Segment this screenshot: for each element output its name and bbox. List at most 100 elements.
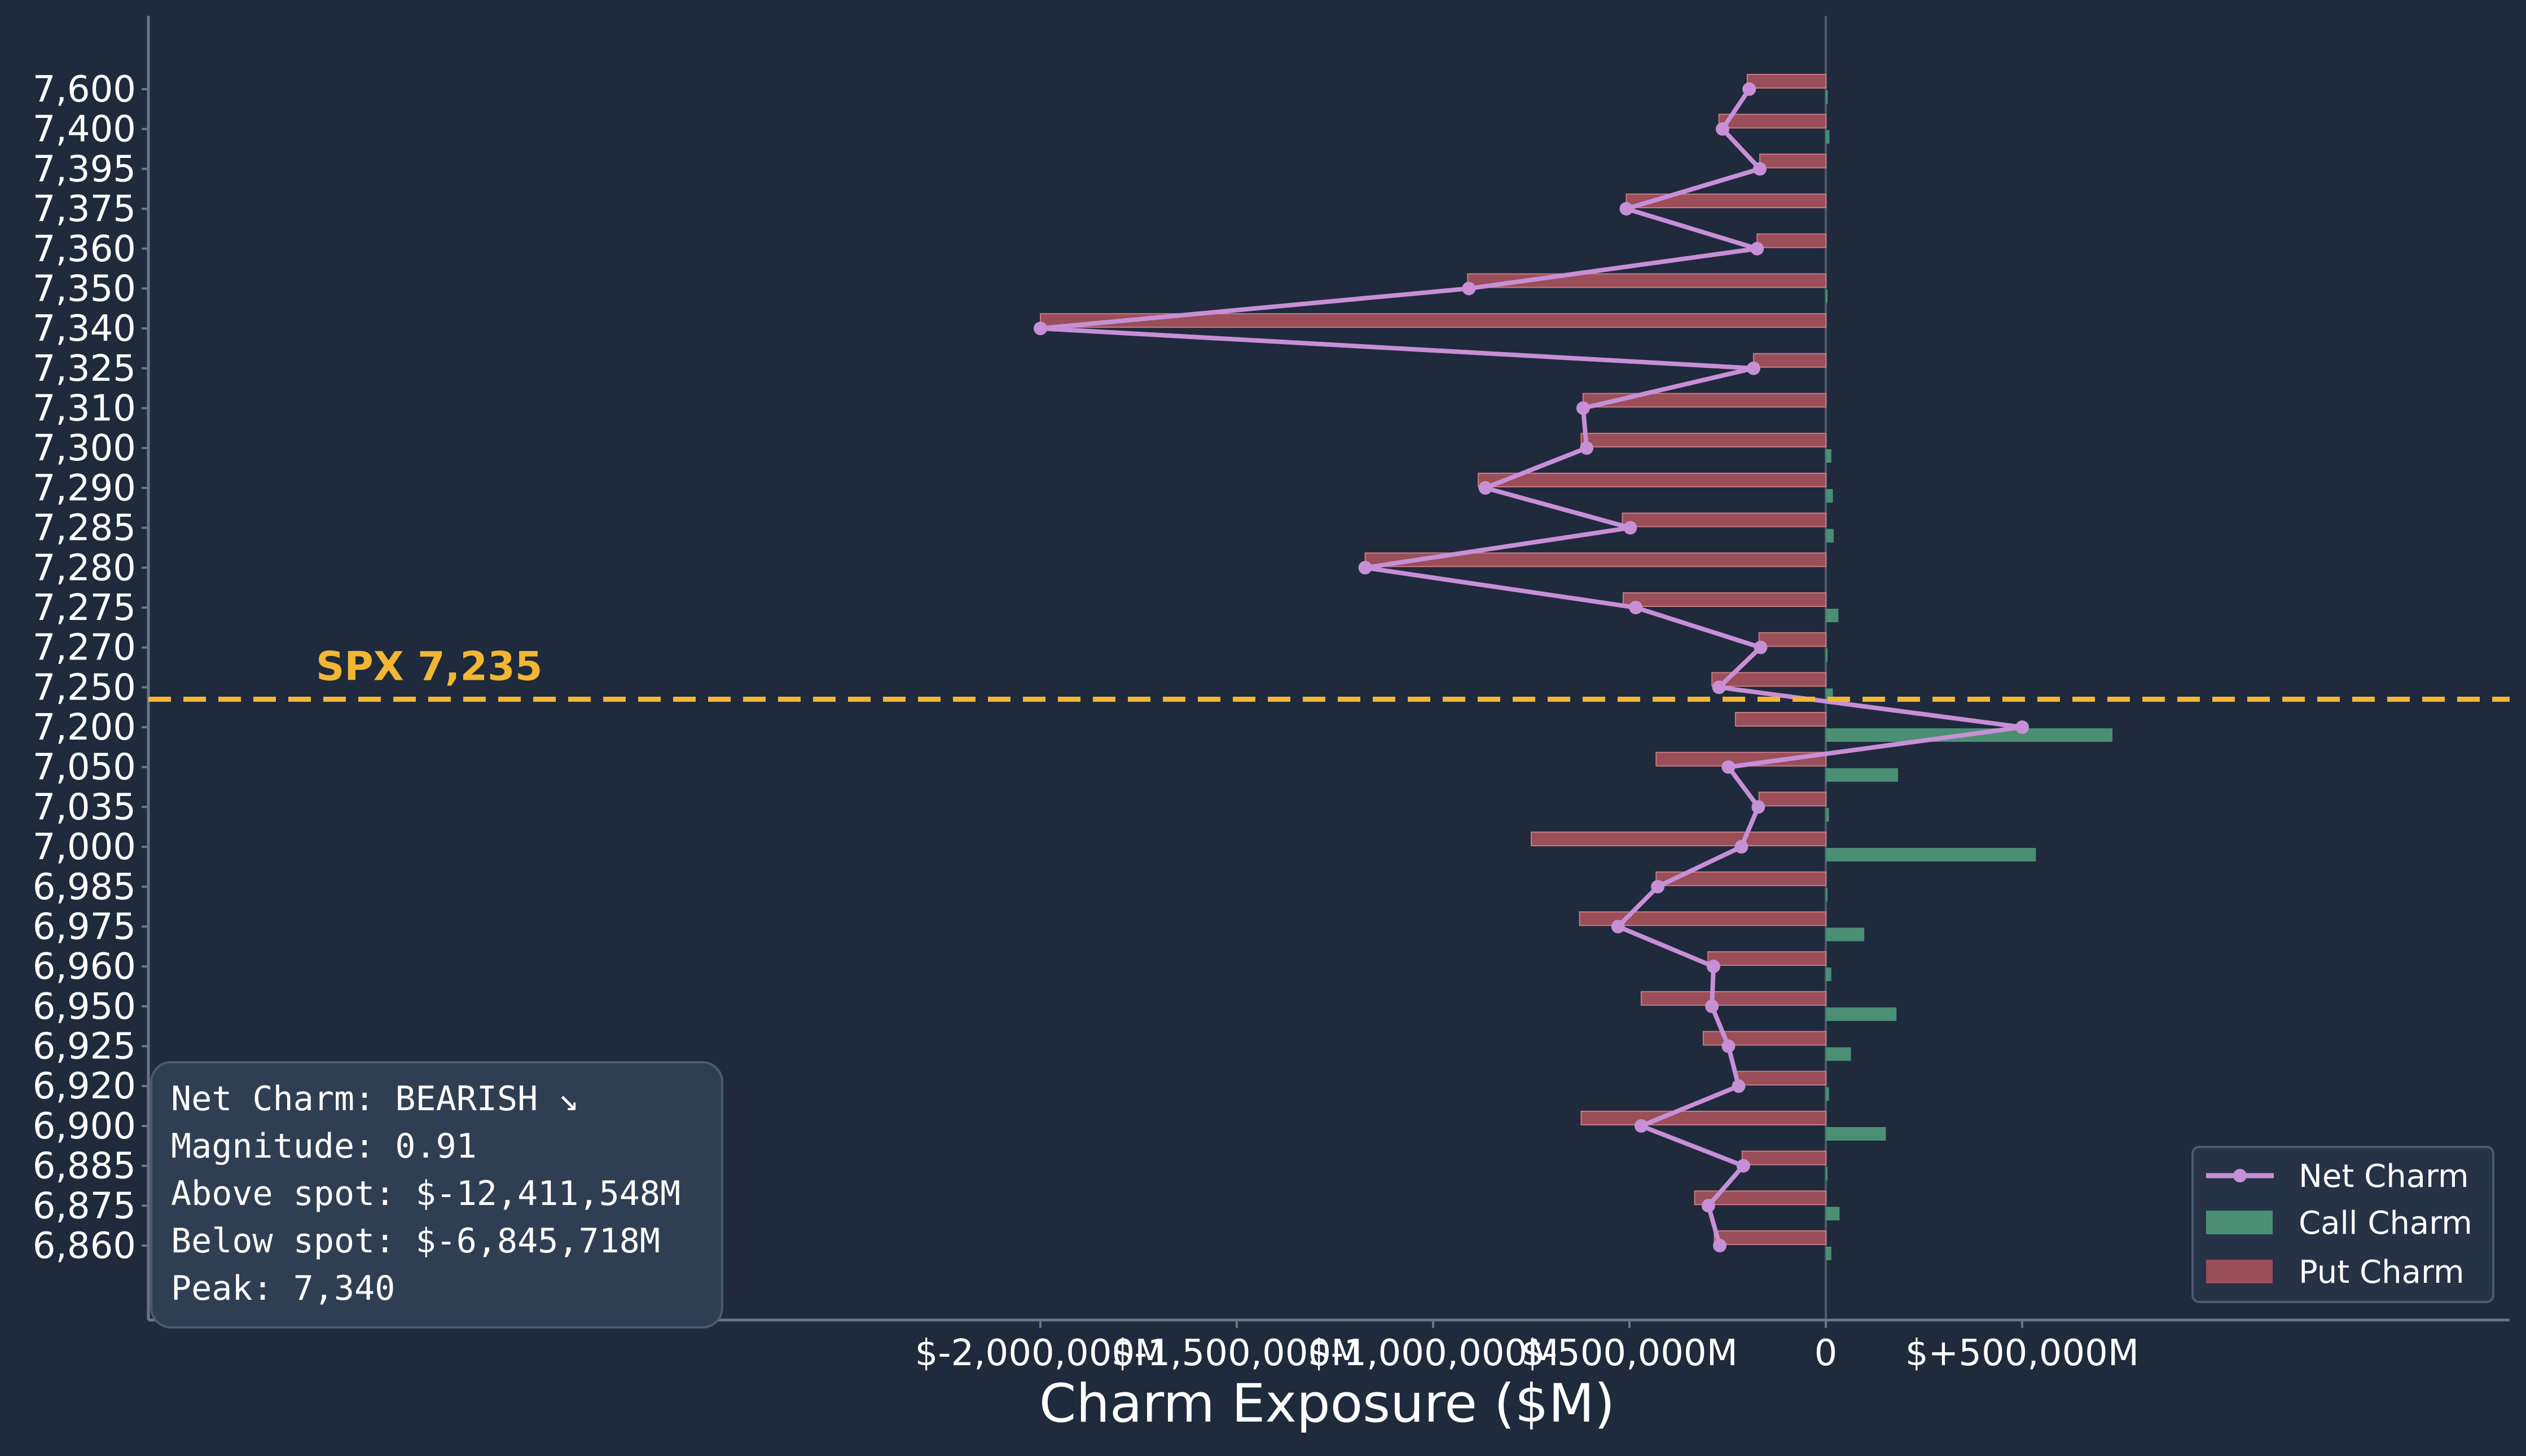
call-charm-bar	[1826, 1007, 1897, 1021]
call-charm-bar	[1826, 927, 1865, 942]
y-tick-label: 7,375	[33, 188, 136, 230]
call-charm-bar	[1826, 1247, 1831, 1260]
net-charm-point	[1751, 800, 1765, 814]
net-charm-point	[1576, 401, 1590, 415]
net-charm-point	[1713, 1239, 1727, 1252]
net-charm-point	[1619, 202, 1633, 216]
legend-call-charm-label: Call Charm	[2299, 1205, 2472, 1242]
x-tick-label: $+500,000M	[1905, 1332, 2139, 1374]
put-charm-bar	[1640, 991, 1826, 1006]
put-charm-bar	[1741, 1150, 1826, 1165]
net-charm-point	[1742, 82, 1756, 96]
call-charm-bar	[1826, 529, 1834, 543]
net-charm-point	[1736, 1159, 1750, 1173]
y-tick-label: 7,290	[33, 468, 136, 509]
y-tick-label: 7,325	[33, 348, 136, 390]
put-charm-bar	[1734, 1071, 1826, 1086]
y-tick-label: 6,985	[33, 866, 136, 908]
net-charm-line	[1038, 87, 2024, 1247]
put-charm-bar	[1759, 153, 1827, 169]
put-charm-bar	[1622, 512, 1826, 527]
y-tick-label: 7,000	[33, 826, 136, 868]
put-charm-bar	[1746, 74, 1827, 89]
net-charm-point	[1462, 281, 1476, 296]
y-tick-label: 6,860	[33, 1225, 136, 1267]
y-tick-label: 6,950	[33, 986, 136, 1028]
call-charm-bar	[1826, 489, 1833, 503]
y-tick-label: 6,925	[33, 1026, 136, 1068]
call-charm-bar	[1826, 289, 1827, 303]
call-charm-bar	[1826, 648, 1827, 662]
net-charm-point	[1701, 1199, 1715, 1213]
net-charm-point	[1034, 322, 1047, 336]
spot-label: SPX 7,235	[316, 644, 542, 690]
put-charm-bar	[1752, 353, 1827, 368]
x-tick-label: 0	[1815, 1332, 1838, 1374]
summary-above-spot: Above spot: $-12,411,548M	[171, 1174, 680, 1213]
x-tick-label: $-2,000,000M	[915, 1332, 1166, 1374]
net-charm-point	[1753, 162, 1767, 176]
net-charm-point	[2015, 720, 2029, 734]
call-charm-bar	[1826, 848, 2036, 862]
net-charm-point	[1732, 1079, 1746, 1093]
y-tick-label: 7,270	[33, 627, 136, 669]
summary-direction: Net Charm: BEARISH ↘	[171, 1079, 578, 1119]
y-tick-label: 7,200	[33, 707, 136, 749]
call-charm-bar	[1826, 1167, 1827, 1181]
net-charm-point	[1715, 122, 1729, 136]
put-charm-bar	[1758, 791, 1826, 807]
y-tick-label: 7,395	[33, 148, 136, 190]
put-charm-bar	[1580, 433, 1827, 448]
y-tick-label: 6,975	[33, 906, 136, 948]
summary-peak: Peak: 7,340	[171, 1269, 395, 1308]
y-tick-label: 6,875	[33, 1185, 136, 1227]
call-charm-bar	[1826, 967, 1831, 982]
call-charm-bar	[1826, 130, 1830, 144]
y-tick-label: 7,300	[33, 428, 136, 469]
net-charm-point	[1634, 1119, 1648, 1133]
x-tick-label: $-500,000M	[1521, 1332, 1738, 1374]
put-charm-bar	[1734, 712, 1826, 727]
call-charm-bar	[1826, 768, 1899, 782]
y-tick-label: 6,900	[33, 1106, 136, 1147]
legend-put-charm-swatch	[2206, 1260, 2273, 1283]
call-charm-bar	[1826, 808, 1829, 822]
y-tick-label: 7,340	[33, 308, 136, 350]
call-charm-bar	[1826, 1207, 1840, 1221]
put-charm-bar	[1756, 233, 1826, 248]
y-tick-label: 7,050	[33, 747, 136, 789]
x-tick-label: $-1,500,000M	[1112, 1332, 1363, 1374]
put-charm-bar	[1478, 472, 1827, 487]
net-charm-point	[1580, 441, 1594, 455]
legend: Net Charm Call Charm Put Charm	[2191, 1146, 2494, 1303]
x-tick-label: $-1,000,000M	[1308, 1332, 1559, 1374]
call-charm-bar	[1826, 1127, 1886, 1141]
net-charm-point	[1750, 241, 1764, 256]
put-charm-bar	[1711, 672, 1826, 687]
net-charm-point	[1746, 361, 1760, 375]
call-charm-bar	[1826, 1087, 1829, 1101]
put-charm-bar	[1580, 1110, 1827, 1125]
net-charm-point	[1629, 600, 1643, 614]
legend-net-charm-marker	[2233, 1169, 2247, 1182]
y-tick-label: 7,400	[33, 109, 136, 151]
put-charm-bar	[1718, 113, 1826, 129]
y-tick-label: 7,285	[33, 508, 136, 549]
y-tick-label: 7,250	[33, 667, 136, 709]
call-charm-bar	[1826, 90, 1828, 104]
call-charm-bar	[1826, 608, 1839, 622]
y-tick-label: 6,960	[33, 946, 136, 988]
put-charm-bar	[1707, 951, 1826, 966]
net-charm-point	[1623, 521, 1637, 535]
call-charm-bar	[1826, 887, 1827, 901]
call-charm-bar	[1826, 449, 1831, 463]
x-axis-label: Charm Exposure ($M)	[1039, 1373, 1615, 1435]
y-tick-label: 6,885	[33, 1146, 136, 1187]
net-charm-point	[1651, 879, 1665, 894]
y-tick-label: 6,920	[33, 1066, 136, 1107]
put-charm-bar	[1531, 832, 1826, 847]
call-charm-bar	[1826, 1047, 1851, 1061]
net-charm-point	[1734, 840, 1749, 854]
